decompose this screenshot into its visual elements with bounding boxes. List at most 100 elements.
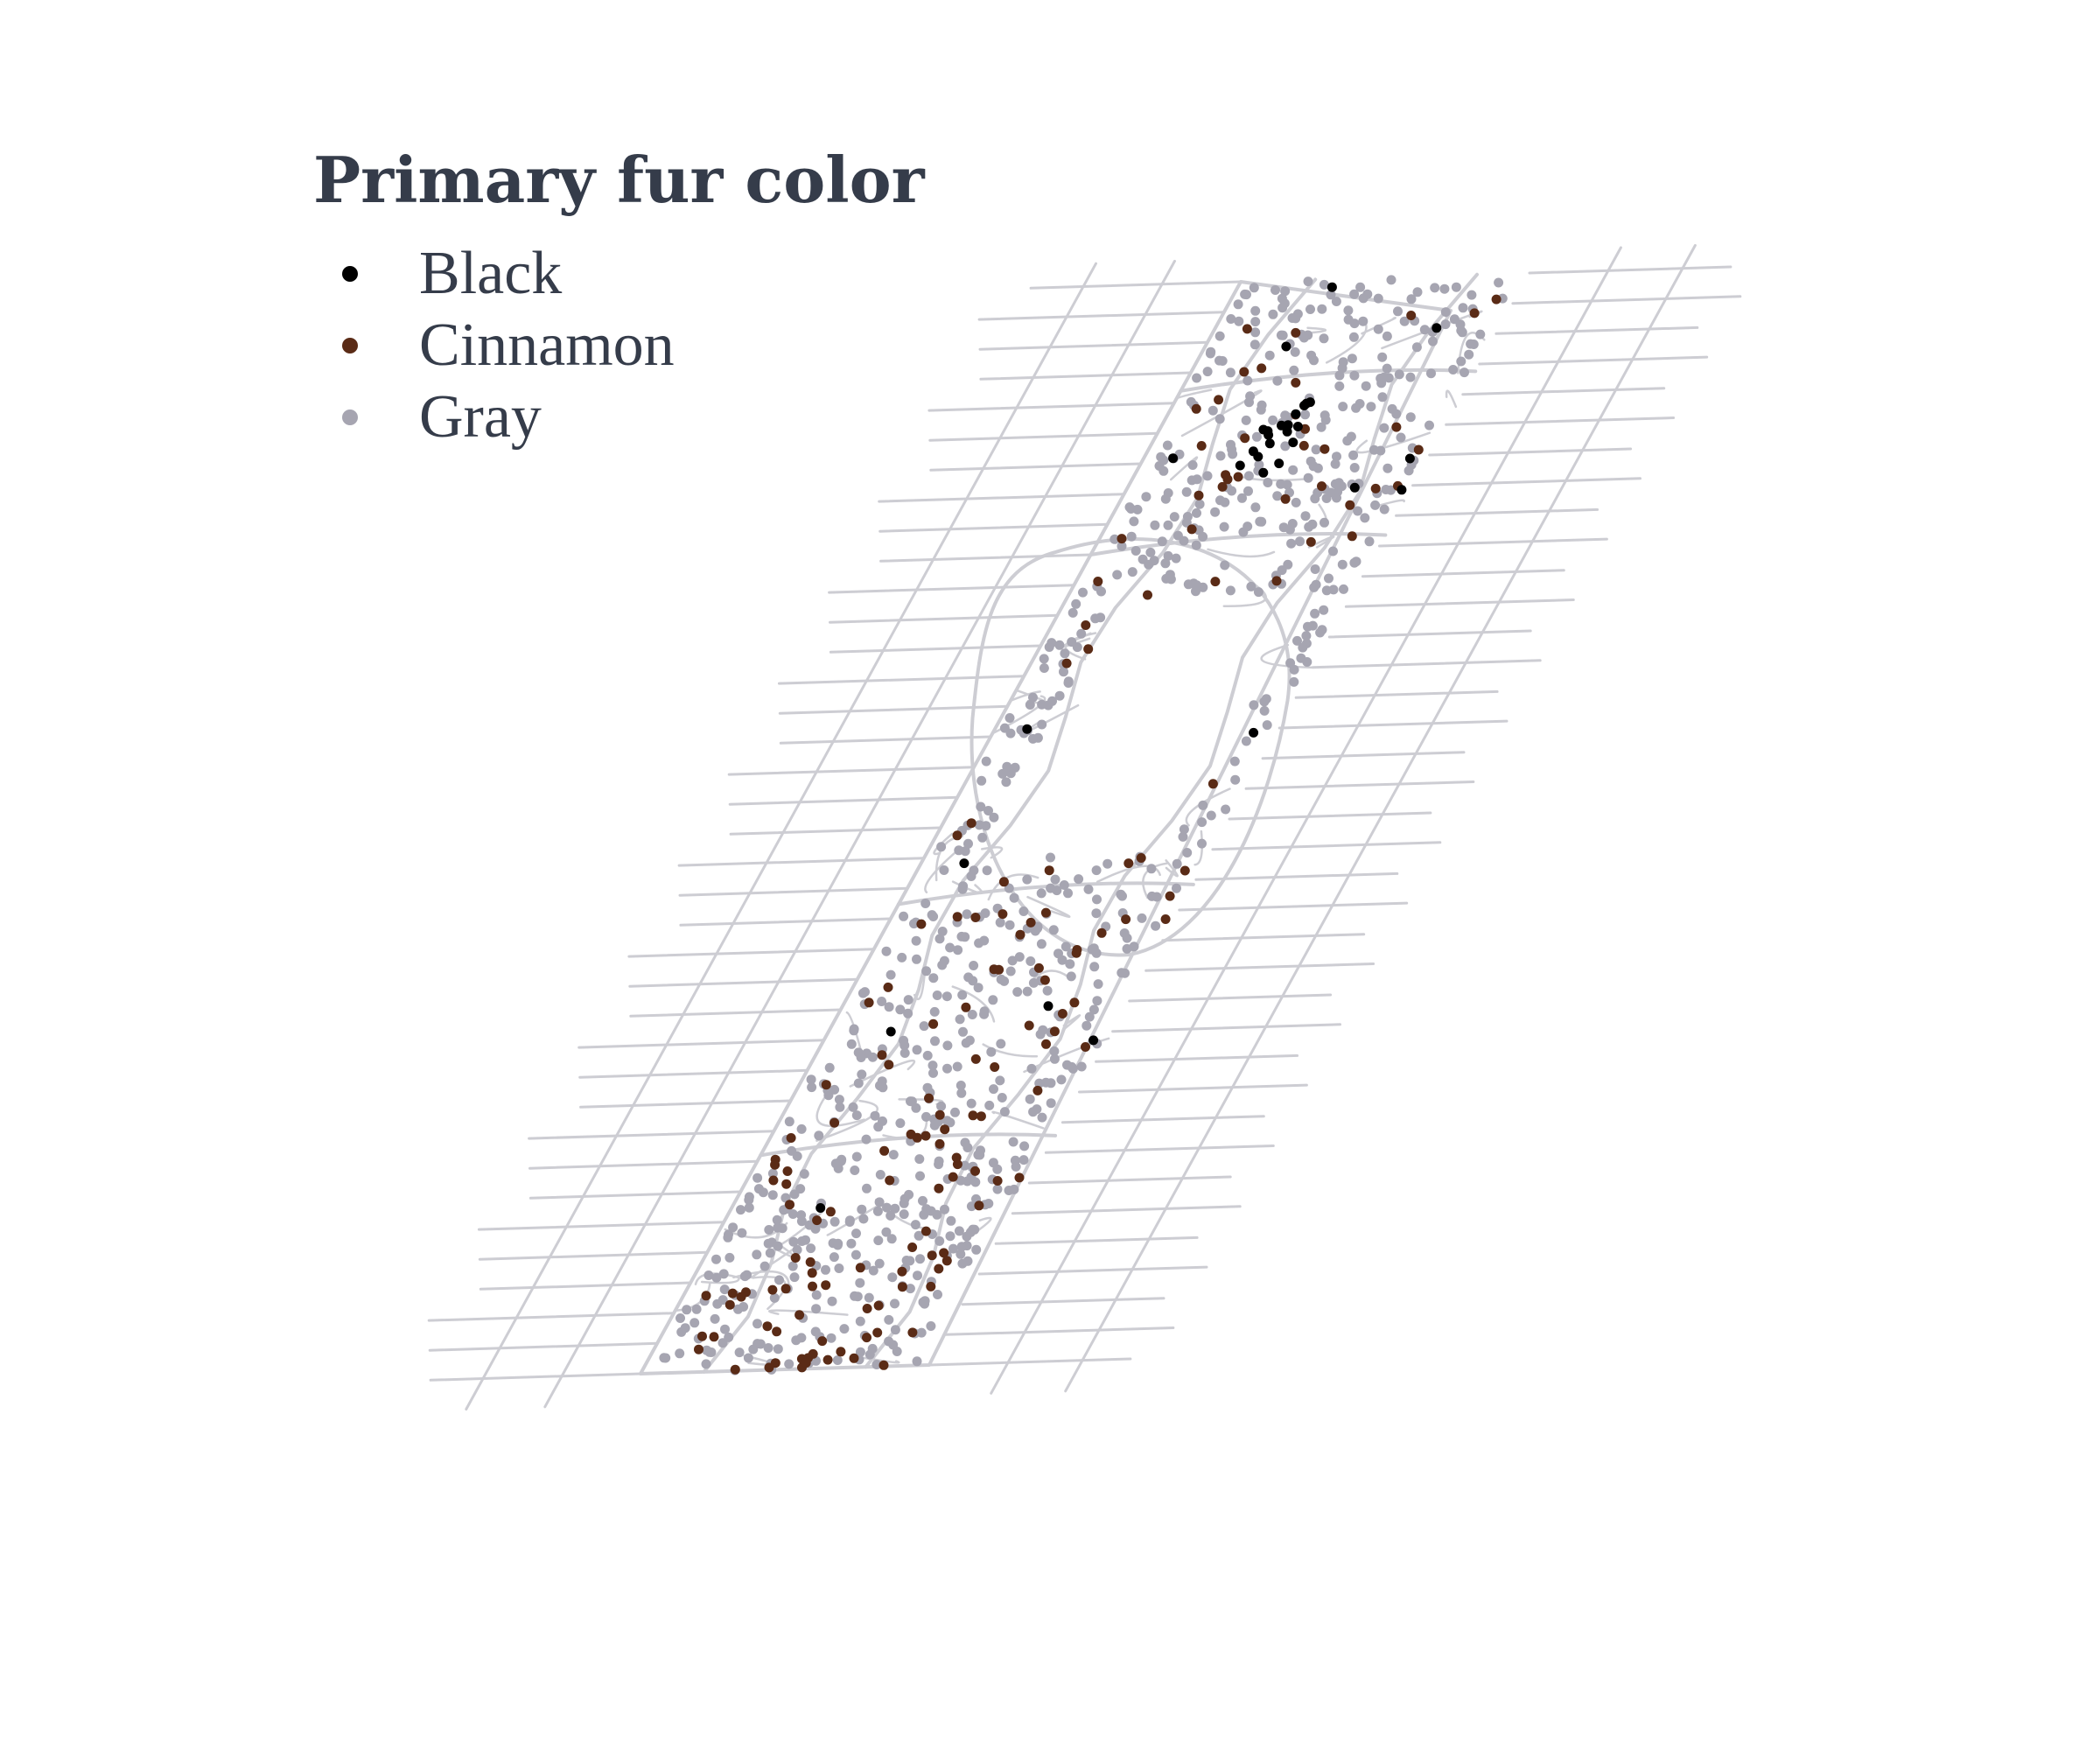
cross-street-east bbox=[1178, 901, 1409, 912]
sighting-point-gray bbox=[1065, 959, 1075, 970]
sighting-point-gray bbox=[1048, 925, 1059, 935]
park-path bbox=[1096, 864, 1161, 884]
sighting-point-gray bbox=[1240, 289, 1250, 299]
sighting-point-gray bbox=[1360, 513, 1370, 523]
sighting-point-gray bbox=[912, 1356, 922, 1367]
sighting-point-gray bbox=[1206, 346, 1216, 357]
cross-street-east bbox=[1344, 598, 1575, 608]
sighting-point-gray bbox=[1004, 920, 1015, 930]
sighting-point-gray bbox=[1132, 504, 1143, 514]
sighting-point-gray bbox=[888, 1150, 899, 1160]
sighting-point-cinnamon bbox=[836, 1347, 846, 1357]
sighting-point-gray bbox=[1298, 642, 1308, 653]
sighting-point-gray bbox=[799, 1169, 809, 1180]
sighting-point-gray bbox=[744, 1192, 754, 1202]
sighting-point-gray bbox=[1005, 728, 1016, 738]
sighting-point-cinnamon bbox=[701, 1291, 711, 1301]
sighting-point-gray bbox=[855, 1347, 865, 1357]
sighting-point-gray bbox=[1270, 285, 1280, 295]
sighting-point-gray bbox=[992, 1164, 1003, 1174]
sighting-point-gray bbox=[1286, 538, 1297, 549]
sighting-point-gray bbox=[743, 1353, 753, 1363]
sighting-point-gray bbox=[1250, 305, 1261, 316]
park-path bbox=[987, 873, 1040, 901]
sighting-point-cinnamon bbox=[927, 1250, 937, 1261]
sighting-point-gray bbox=[1178, 831, 1188, 842]
sighting-point-gray bbox=[752, 1172, 763, 1183]
sighting-point-gray bbox=[1428, 336, 1438, 346]
sighting-point-gray bbox=[1026, 1063, 1037, 1074]
sighting-point-gray bbox=[1022, 874, 1032, 885]
sighting-point-gray bbox=[874, 1258, 885, 1269]
sighting-point-cinnamon bbox=[934, 1110, 945, 1120]
sighting-point-gray bbox=[930, 1036, 940, 1046]
sighting-point-gray bbox=[950, 1107, 960, 1117]
sighting-point-gray bbox=[737, 1228, 747, 1238]
sighting-point-gray bbox=[1002, 761, 1012, 772]
sighting-point-gray bbox=[1225, 585, 1236, 596]
sighting-point-gray bbox=[788, 1261, 798, 1271]
sighting-point-gray bbox=[973, 1150, 984, 1160]
sighting-point-gray bbox=[1091, 908, 1102, 919]
sighting-point-gray bbox=[1056, 1074, 1067, 1085]
sighting-point-gray bbox=[824, 1062, 835, 1073]
sighting-point-gray bbox=[1076, 1061, 1087, 1072]
sighting-point-gray bbox=[807, 1082, 817, 1093]
sighting-point-gray bbox=[1035, 1029, 1046, 1040]
avenue-line bbox=[465, 262, 1097, 1410]
sighting-point-gray bbox=[1008, 1137, 1018, 1147]
sighting-point-gray bbox=[1202, 367, 1213, 377]
cross-street-east bbox=[1511, 295, 1742, 305]
sighting-point-gray bbox=[1066, 971, 1076, 982]
park-path bbox=[1355, 431, 1432, 454]
sighting-point-gray bbox=[940, 1204, 949, 1214]
sighting-point-gray bbox=[690, 1318, 700, 1328]
park-path bbox=[1175, 388, 1213, 401]
sighting-point-gray bbox=[1071, 598, 1082, 609]
sighting-point-black bbox=[1043, 1001, 1054, 1012]
sighting-point-gray bbox=[1370, 500, 1381, 510]
sighting-point-gray bbox=[878, 1116, 887, 1126]
cross-street-west bbox=[478, 1250, 709, 1261]
cross-street-east bbox=[961, 1297, 1166, 1306]
sighting-point-gray bbox=[1012, 987, 1023, 998]
sighting-point-gray bbox=[900, 1040, 910, 1051]
sighting-point-gray bbox=[920, 1298, 930, 1309]
sighting-point-gray bbox=[1157, 536, 1167, 547]
sighting-point-gray bbox=[956, 1175, 966, 1186]
sighting-point-gray bbox=[960, 1160, 970, 1171]
sighting-point-gray bbox=[774, 1275, 784, 1285]
sighting-point-gray bbox=[777, 1223, 788, 1234]
cross-street-east bbox=[1011, 1205, 1242, 1215]
sighting-point-gray bbox=[937, 927, 948, 936]
sighting-point-gray bbox=[1187, 460, 1198, 470]
sighting-point-gray bbox=[1456, 356, 1466, 367]
sighting-point-black bbox=[816, 1203, 826, 1213]
sighting-point-gray bbox=[711, 1254, 721, 1264]
sighting-point-gray bbox=[1014, 952, 1025, 962]
sighting-point-gray bbox=[860, 987, 870, 998]
sighting-point-gray bbox=[1141, 492, 1152, 502]
sighting-point-gray bbox=[1303, 276, 1313, 287]
sighting-point-gray bbox=[806, 1074, 816, 1085]
sighting-point-cinnamon bbox=[1040, 975, 1050, 985]
sighting-point-gray bbox=[1091, 865, 1102, 876]
sighting-point-cinnamon bbox=[862, 1333, 872, 1343]
sighting-point-gray bbox=[966, 872, 976, 881]
sighting-point-gray bbox=[958, 1026, 968, 1037]
cross-street-west bbox=[829, 644, 1042, 654]
cross-street-east bbox=[1478, 355, 1709, 366]
sighting-point-gray bbox=[758, 1187, 768, 1198]
sighting-point-gray bbox=[1137, 913, 1147, 923]
sighting-point-gray bbox=[887, 1272, 898, 1283]
sighting-point-gray bbox=[1280, 410, 1291, 421]
sighting-point-gray bbox=[1382, 363, 1392, 374]
sighting-point-cinnamon bbox=[864, 998, 874, 1008]
sighting-point-cinnamon bbox=[1491, 294, 1502, 304]
sighting-point-gray bbox=[1162, 440, 1172, 451]
sighting-point-gray bbox=[1037, 719, 1047, 730]
sighting-point-cinnamon bbox=[1191, 403, 1201, 414]
park-path bbox=[1023, 704, 1080, 734]
sighting-point-gray bbox=[834, 1095, 844, 1105]
sighting-point-gray bbox=[1338, 402, 1348, 412]
